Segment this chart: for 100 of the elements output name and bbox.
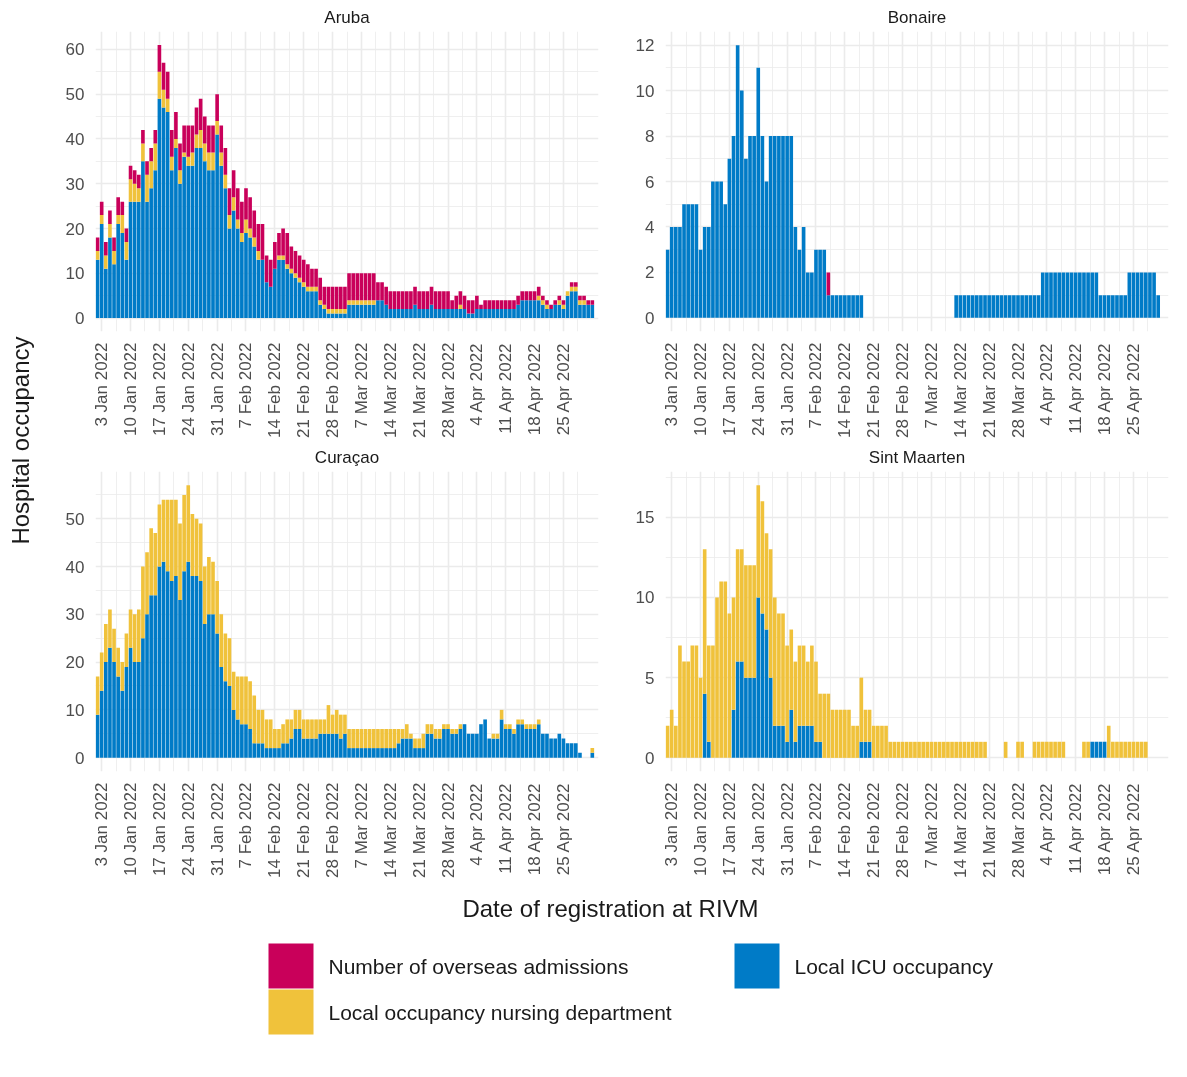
bar [318,300,323,305]
bar [281,743,285,758]
bar [388,728,393,749]
bar [541,295,545,301]
bar [343,733,347,758]
bar [974,741,979,758]
bar [673,226,678,318]
bar [884,725,888,758]
x-tick-label: 10 Jan 2022 [691,342,711,437]
bar [1115,295,1119,318]
bar [1119,741,1123,758]
bar [838,295,843,318]
bar [950,741,954,758]
bar [756,597,761,758]
x-tick-label: 7 Feb 2022 [236,782,256,869]
bar [748,677,752,758]
y-tick-label: 10 [65,700,85,720]
bar [470,313,475,319]
bar [285,264,290,269]
bar [306,719,310,739]
bar [843,295,847,318]
x-tick-label: 14 Feb 2022 [265,342,285,438]
bar [1086,741,1090,758]
bar [921,741,925,758]
bar [958,295,963,318]
bar [409,309,413,319]
x-tick-label: 14 Mar 2022 [950,782,970,878]
bar [207,614,211,758]
bar [149,595,153,758]
bar [355,748,360,758]
bar [516,724,520,758]
bar [1139,272,1144,318]
bar [178,170,182,184]
bar [1090,741,1095,758]
bar [371,748,376,758]
x-tick-label: 21 Mar 2022 [409,342,429,438]
bar [141,143,145,162]
x-tick-label: 24 Jan 2022 [178,342,198,437]
bar [240,232,244,242]
bar [974,295,979,318]
bar [1024,295,1029,318]
bar [1144,741,1148,758]
y-tick-label: 10 [635,81,655,101]
x-tick-label: 18 Apr 2022 [525,783,545,876]
bar [301,282,306,287]
bar [169,156,174,171]
bar [847,295,851,318]
x-tick-label: 14 Feb 2022 [835,342,855,438]
x-tick-label: 28 Feb 2022 [323,342,343,438]
bar [450,728,454,734]
bar [347,300,351,305]
bar [814,249,818,318]
x-tick-label: 28 Feb 2022 [323,782,343,878]
bar [417,291,421,310]
bar [347,304,351,319]
bar [991,295,996,318]
bar [248,237,252,319]
bar [442,291,446,310]
bar [958,741,963,758]
bar [281,255,285,260]
x-tick-label: 11 Apr 2022 [1066,343,1086,434]
bar [334,733,339,758]
bar [141,130,145,144]
bar [454,309,459,319]
bar [417,738,421,749]
bar [843,709,847,758]
bar [108,237,112,319]
y-axis-title: Hospital occupancy [7,336,34,545]
bar [954,295,958,318]
bar [116,197,120,216]
bar [306,286,310,292]
bar [913,741,917,758]
bar [569,282,574,287]
bar [174,147,178,319]
bar [186,156,191,166]
bar [582,295,586,301]
bar [475,295,479,310]
x-tick-label: 7 Feb 2022 [236,342,256,429]
bar [314,291,318,319]
y-tick-label: 20 [65,219,85,239]
x-tick-label: 21 Feb 2022 [294,782,314,878]
bar [723,581,728,758]
bar [1040,272,1045,318]
bar [545,733,549,758]
bar [512,309,516,319]
bar [186,561,191,758]
x-tick-label: 28 Mar 2022 [1008,342,1028,438]
bar [536,719,541,725]
bar [120,201,125,216]
bar [946,741,950,758]
y-tick-label: 30 [65,174,85,194]
bar [508,309,512,319]
bar [574,282,578,287]
bar [343,309,347,314]
bar [1016,295,1020,318]
bar [310,291,314,319]
bar [549,309,553,319]
y-tick-label: 60 [65,40,85,60]
bar [1053,272,1057,318]
bar [376,300,380,319]
